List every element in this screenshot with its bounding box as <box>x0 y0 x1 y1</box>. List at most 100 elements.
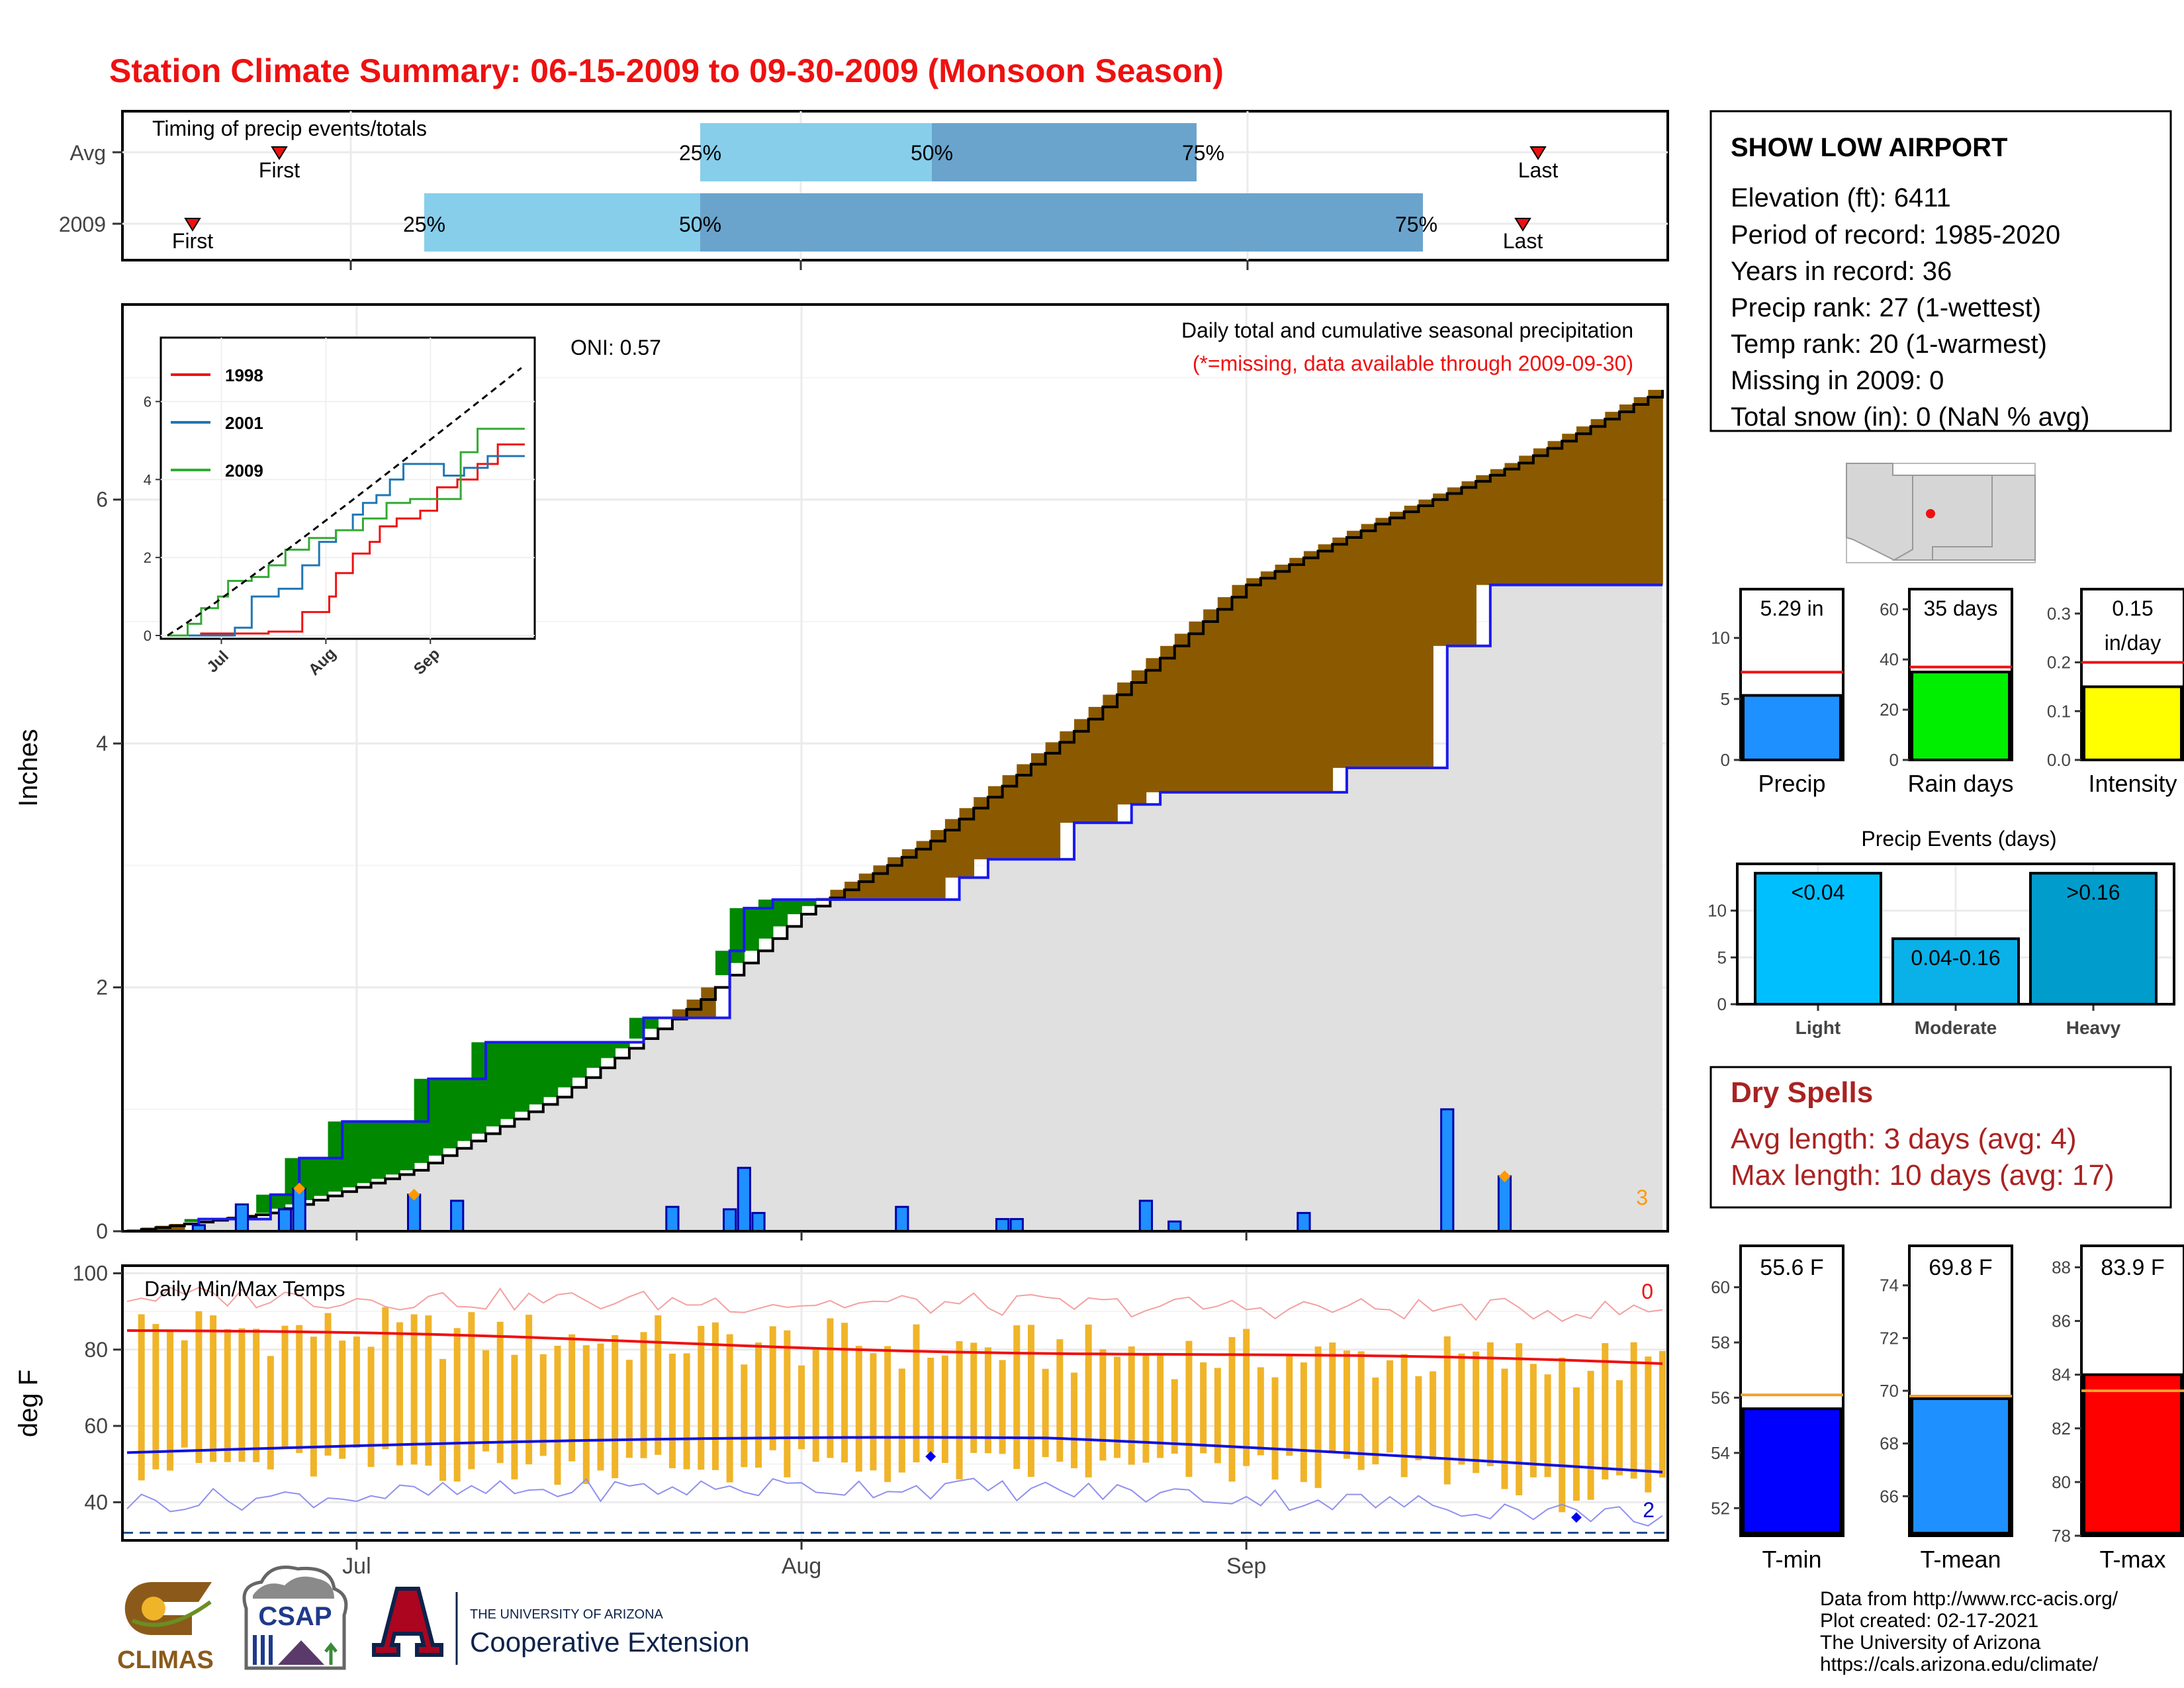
climas-logo-text: CLIMAS <box>117 1646 214 1674</box>
daily-temp-range-bar <box>1185 1340 1193 1477</box>
daily-temp-range-bar <box>525 1315 533 1465</box>
csap-mountain-icon <box>278 1640 324 1665</box>
surplus-area-segment <box>744 908 759 951</box>
stat-value-unit-3: in/day <box>2105 631 2161 655</box>
ua-logo-small-text: THE UNIVERSITY OF ARIZONA <box>470 1607 664 1622</box>
surplus-area-segment <box>457 1078 473 1141</box>
temp-ylabel: deg F <box>14 1370 43 1437</box>
temp-stat-value-3: 83.9 F <box>2101 1255 2164 1280</box>
precip-frame <box>121 303 1669 1233</box>
deficit-area-segment <box>974 797 989 860</box>
deficit-area-segment <box>1117 682 1132 805</box>
temp-stat-label-1: T-min <box>1762 1546 1822 1573</box>
csap-logo: CSAP <box>242 1566 348 1670</box>
daily-temp-range-bar <box>941 1355 948 1463</box>
daily-temp-range-bar <box>798 1365 805 1450</box>
ua-a-icon <box>372 1587 443 1657</box>
inset-frame <box>159 336 536 640</box>
temp-stat-bar-2 <box>1911 1397 2011 1535</box>
deficit-area-segment <box>1490 469 1506 585</box>
daily-temp-range-bar <box>511 1354 518 1479</box>
surplus-area-segment <box>486 1042 501 1127</box>
daily-precip-bar <box>1167 1220 1182 1233</box>
extreme-day-marker <box>293 1182 306 1195</box>
legend-label-2009: 2009 <box>225 461 263 481</box>
csap-bar-3 <box>269 1635 273 1665</box>
surplus-area-segment <box>256 1194 271 1213</box>
daily-precip-bar <box>1297 1211 1311 1233</box>
station-frame <box>1709 110 2172 432</box>
surplus-area-segment <box>313 1158 329 1196</box>
stat-label-1: Precip <box>1758 770 1825 797</box>
deficit-area-segment <box>1074 719 1089 823</box>
daily-temp-range-bar <box>1645 1356 1652 1493</box>
dry-spells-title: Dry Spells <box>1731 1076 1873 1109</box>
deficit-area-segment <box>1088 706 1104 823</box>
daily-temp-range-bar <box>1357 1351 1365 1470</box>
deficit-area-segment <box>959 808 975 878</box>
climas-swoosh-icon <box>131 1600 212 1627</box>
daily-temp-range-bar <box>1085 1324 1092 1477</box>
deficit-area-segment <box>1605 412 1620 585</box>
deficit-area-segment <box>1332 538 1347 768</box>
y2009-q50-q75-band <box>700 193 1423 252</box>
inset-avg-line <box>167 367 522 637</box>
surplus-area-segment <box>629 1017 645 1039</box>
stat-bar-2 <box>1911 671 2011 761</box>
daily-temp-range-bar <box>726 1334 733 1483</box>
daily-temp-range-bar <box>1257 1367 1264 1456</box>
deficit-area-segment <box>1060 731 1075 823</box>
deficit-area-segment <box>873 865 888 900</box>
csap-logo-text: CSAP <box>258 1602 332 1631</box>
temp-stat-bars: 55.6 F 52 54 56 58 60 T-min 69.8 F 66 68 70 72 74 T-m… <box>1711 1244 2184 1573</box>
events-ytick-label: 0 <box>1717 994 1727 1014</box>
daily-temp-range-bar <box>1544 1374 1551 1477</box>
daily-temp-range-bar <box>1458 1353 1465 1465</box>
daily-precip-bar <box>1497 1175 1512 1233</box>
daily-temp-range-bar <box>655 1315 662 1455</box>
events-category-label: Light <box>1796 1017 1841 1038</box>
daily-precip-bar <box>723 1208 737 1233</box>
stat-bar-1 <box>1742 694 1842 761</box>
daily-temp-range-bar <box>741 1364 748 1468</box>
ua-logo-big-text: Cooperative Extension <box>470 1626 750 1658</box>
timing-label: Timing of precip events/totals <box>152 117 427 140</box>
daily-precip-bar <box>751 1211 766 1233</box>
avg-cumulative-line <box>127 389 1664 1233</box>
daily-temp-range-bar <box>253 1329 260 1462</box>
deficit-area-segment <box>1131 670 1147 805</box>
events-bar-label: 0.04-0.16 <box>1911 946 2000 970</box>
daily-temp-range-bar <box>181 1340 188 1448</box>
daily-temp-range-bar <box>970 1342 978 1453</box>
shared-x-axis: Jul Aug Sep <box>342 1540 1266 1579</box>
extreme-day-marker <box>408 1188 420 1201</box>
daily-temp-range-bar <box>1659 1350 1666 1478</box>
climas-logo: CLIMAS <box>117 1582 214 1674</box>
deficit-area-segment <box>1318 544 1334 792</box>
dry-spells-box: Dry Spells Avg length: 3 days (avg: 4) M… <box>1709 1066 2172 1209</box>
footer-source: Data from http://www.rcc-acis.org/ <box>1820 1588 2118 1610</box>
temp-stat-label-3: T-max <box>2099 1546 2165 1573</box>
footer-univ: The University of Arizona <box>1820 1632 2041 1654</box>
dry-spells-max: Max length: 10 days (avg: 17) <box>1731 1159 2115 1192</box>
deficit-area-segment <box>1002 775 1018 860</box>
deficit-area-segment <box>701 987 716 1018</box>
csap-cactus-icon <box>324 1642 338 1665</box>
daily-temp-range-bar <box>812 1347 819 1462</box>
y2009-p75-label: 75% <box>1395 212 1437 236</box>
temp-stat-ytick-label: 54 <box>1711 1443 1730 1463</box>
daily-temp-range-bar <box>1027 1325 1034 1477</box>
daily-temp-range-bar <box>784 1330 791 1477</box>
temp-lines <box>122 1286 1668 1534</box>
surplus-area-segment <box>557 1042 572 1088</box>
daily-temp-range-bar <box>539 1354 547 1456</box>
station-info-box: SHOW LOW AIRPORT Elevation (ft): 6411 Pe… <box>1709 110 2172 432</box>
record-min-line <box>126 1477 1663 1527</box>
daily-temp-range-bar <box>582 1345 590 1484</box>
daily-temp-range-bar <box>668 1353 676 1468</box>
daily-temp-range-bar <box>1200 1362 1207 1454</box>
deficit-area-segment <box>944 819 960 878</box>
avg-p75-label: 75% <box>1182 141 1224 165</box>
daily-temp-range-bar <box>1286 1354 1293 1456</box>
daily-temp-range-bar <box>410 1314 418 1465</box>
